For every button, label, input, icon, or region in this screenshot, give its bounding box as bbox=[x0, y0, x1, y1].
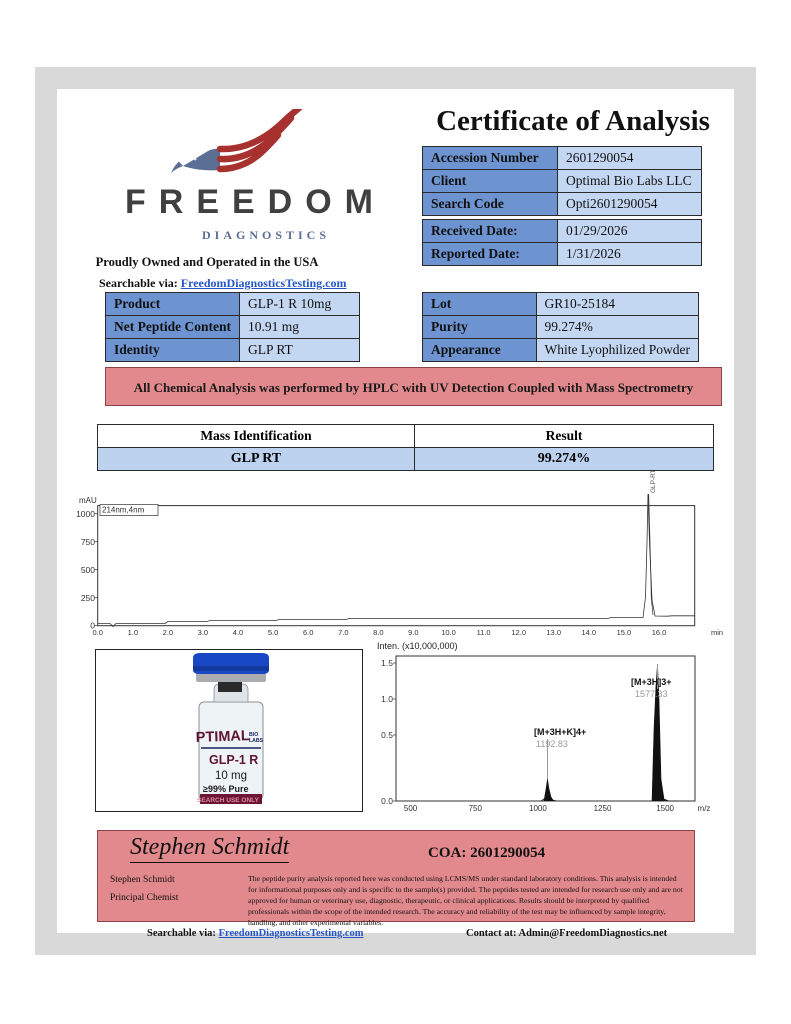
svg-text:7.0: 7.0 bbox=[338, 628, 348, 637]
svg-text:0.0: 0.0 bbox=[381, 796, 393, 806]
svg-text:0.0: 0.0 bbox=[92, 628, 102, 637]
svg-text:5.0: 5.0 bbox=[268, 628, 278, 637]
svg-text:500: 500 bbox=[404, 804, 418, 813]
svg-text:10.0: 10.0 bbox=[441, 628, 456, 637]
svg-text:4.0: 4.0 bbox=[233, 628, 243, 637]
svg-text:LABS: LABS bbox=[249, 738, 264, 744]
svg-text:[M+3H+K]4+: [M+3H+K]4+ bbox=[534, 727, 586, 737]
svg-text:1577.33: 1577.33 bbox=[635, 689, 668, 699]
svg-text:9.0: 9.0 bbox=[408, 628, 418, 637]
svg-text:Inten. (x10,000,000): Inten. (x10,000,000) bbox=[377, 641, 458, 651]
svg-text:10 mg: 10 mg bbox=[215, 770, 247, 782]
svg-text:GLP-1 R: GLP-1 R bbox=[209, 753, 258, 767]
svg-text:1500: 1500 bbox=[656, 804, 674, 813]
svg-text:1.5: 1.5 bbox=[381, 658, 393, 668]
svg-text:12.0: 12.0 bbox=[511, 628, 526, 637]
svg-text:m/z: m/z bbox=[698, 804, 711, 813]
svg-text:750: 750 bbox=[81, 537, 95, 547]
svg-text:1000: 1000 bbox=[76, 509, 95, 519]
svg-text:1.0: 1.0 bbox=[128, 628, 138, 637]
svg-text:15.0: 15.0 bbox=[617, 628, 632, 637]
svg-text:500: 500 bbox=[81, 565, 95, 575]
svg-text:SEARCH USE ONLY: SEARCH USE ONLY bbox=[197, 797, 260, 804]
svg-text:PTIMAL: PTIMAL bbox=[196, 728, 251, 746]
svg-text:14.0: 14.0 bbox=[581, 628, 596, 637]
svg-text:2.0: 2.0 bbox=[163, 628, 173, 637]
svg-text:mAU: mAU bbox=[79, 496, 97, 505]
svg-text:1192.83: 1192.83 bbox=[536, 739, 568, 749]
svg-text:250: 250 bbox=[81, 593, 95, 603]
svg-text:11.0: 11.0 bbox=[477, 628, 491, 637]
svg-text:min: min bbox=[711, 628, 723, 637]
svg-text:6.0: 6.0 bbox=[303, 628, 313, 637]
svg-text:3.0: 3.0 bbox=[198, 628, 208, 637]
svg-text:≥99% Pure: ≥99% Pure bbox=[203, 784, 248, 794]
svg-text:16.0: 16.0 bbox=[652, 628, 667, 637]
svg-text:1250: 1250 bbox=[594, 804, 612, 813]
svg-text:1.0: 1.0 bbox=[381, 694, 393, 704]
svg-text:1000: 1000 bbox=[529, 804, 547, 813]
svg-text:13.0: 13.0 bbox=[546, 628, 561, 637]
svg-text:GLP-RT: GLP-RT bbox=[650, 469, 657, 493]
svg-text:8.0: 8.0 bbox=[373, 628, 383, 637]
svg-text:750: 750 bbox=[469, 804, 483, 813]
svg-text:0.5: 0.5 bbox=[381, 730, 393, 740]
svg-text:[M+3H]3+: [M+3H]3+ bbox=[631, 677, 672, 687]
svg-text:214nm,4nm: 214nm,4nm bbox=[102, 506, 145, 515]
